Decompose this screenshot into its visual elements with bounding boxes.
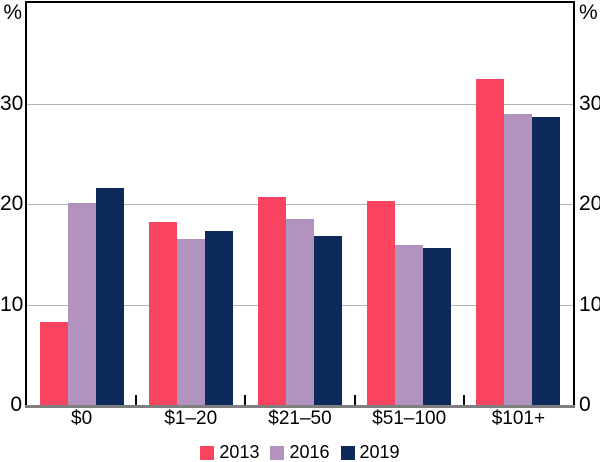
- y-axis-unit-right: %: [579, 1, 598, 24]
- y-tick-label-right-0: 0: [579, 393, 591, 416]
- x-category-label: $51–100: [372, 408, 447, 429]
- legend-item-2013: 2013: [200, 442, 259, 462]
- y-tick-label-right-30: 30: [579, 91, 600, 115]
- bar-2013-$21–50: [258, 196, 286, 405]
- legend-item-2016: 2016: [270, 442, 330, 462]
- x-axis-tick: [135, 395, 138, 405]
- gridline-20: [27, 204, 573, 205]
- bar-2016-$0: [67, 203, 96, 405]
- x-axis-baseline: [25, 405, 575, 408]
- x-axis-tick: [353, 395, 356, 405]
- legend-item-2019: 2019: [340, 442, 400, 462]
- bar-2019-$0: [95, 187, 124, 405]
- legend-label-2013: 2013: [219, 442, 260, 462]
- bar-2019-$21–50: [314, 236, 342, 405]
- y-tick-label-left-30: 30: [0, 91, 24, 115]
- legend-label-2019: 2019: [359, 442, 400, 462]
- gridline-30: [27, 103, 573, 105]
- x-axis-tick: [244, 395, 247, 405]
- legend-swatch-2016: [270, 445, 285, 460]
- y-tick-label-left-20: 20: [0, 192, 24, 215]
- x-category-label: $0: [71, 408, 93, 429]
- bar-2013-$101+: [476, 79, 505, 405]
- bar-2019-$101+: [532, 116, 561, 405]
- legend-label-2016: 2016: [289, 442, 330, 462]
- bar-2016-$1–20: [176, 239, 205, 405]
- bar-2016-$51–100: [395, 245, 424, 405]
- bar-2016-$101+: [504, 113, 533, 405]
- bar-2013-$1–20: [148, 222, 177, 405]
- plot-area: [25, 1, 575, 405]
- x-category-label: $101+: [491, 408, 546, 429]
- x-category-label: $1–20: [164, 408, 218, 429]
- y-tick-label-left-0: 0: [10, 393, 22, 416]
- x-axis-tick: [462, 395, 465, 405]
- legend-swatch-2013: [200, 445, 215, 460]
- legend-swatch-2019: [340, 445, 355, 460]
- bar-2013-$0: [39, 321, 68, 405]
- bar-2013-$51–100: [367, 201, 396, 405]
- x-category-label: $21–50: [268, 408, 332, 429]
- bar-2019-$51–100: [423, 248, 452, 405]
- y-tick-label-right-10: 10: [579, 292, 600, 316]
- y-tick-label-left-10: 10: [0, 292, 24, 316]
- bar-2016-$21–50: [286, 219, 314, 405]
- bar-2019-$1–20: [204, 231, 233, 405]
- y-axis-unit-left: %: [3, 1, 22, 24]
- legend: 2013 2016 2019: [0, 442, 600, 462]
- y-tick-label-right-20: 20: [579, 192, 600, 215]
